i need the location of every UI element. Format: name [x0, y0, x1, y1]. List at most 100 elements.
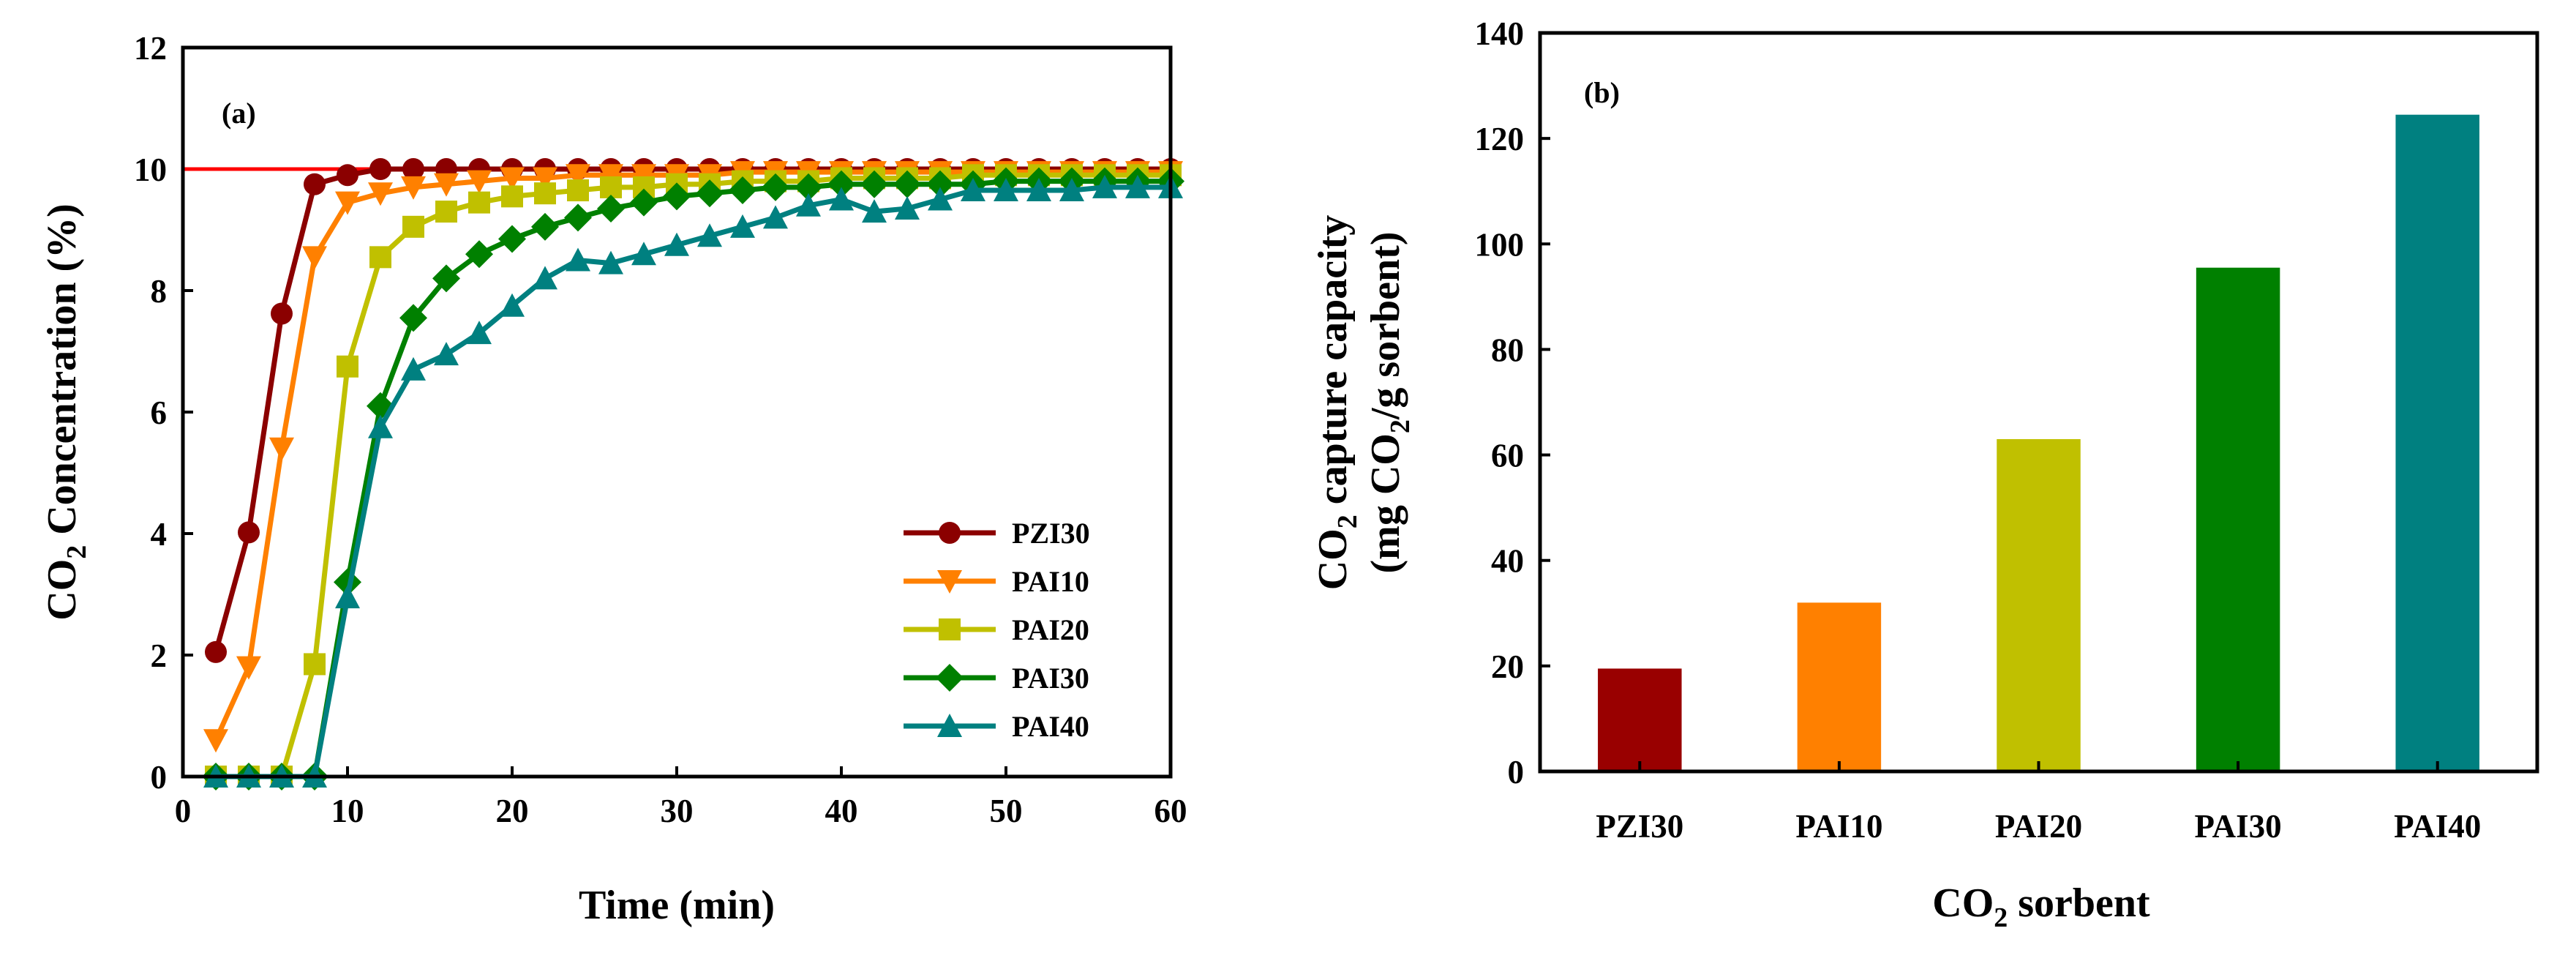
- data-point: [566, 247, 590, 272]
- data-point: [334, 568, 361, 597]
- data-point: [335, 191, 360, 215]
- data-point: [697, 223, 722, 247]
- data-point: [501, 185, 523, 208]
- series-pai40: [203, 174, 1183, 788]
- panel-label: (b): [1584, 76, 1620, 109]
- y-axis-label-sub: 2: [61, 545, 92, 559]
- data-point: [335, 585, 360, 609]
- bar-pai10: [1797, 602, 1882, 771]
- data-point: [369, 158, 391, 180]
- data-point: [762, 173, 789, 201]
- data-point: [795, 173, 822, 201]
- y-axis-label: CO2 Concentration (%): [40, 203, 92, 621]
- data-point: [961, 178, 985, 202]
- y-tick-label: 12: [134, 30, 167, 67]
- x-axis-label: CO2 sorbent: [1932, 880, 2150, 933]
- y-axis-label-line1: CO2 capture capacity: [1310, 215, 1363, 591]
- y-axis-label-line1-sub: 2: [1332, 515, 1363, 528]
- series-group: [202, 158, 1184, 790]
- data-point: [564, 203, 592, 232]
- category-label: PZI30: [1596, 808, 1683, 845]
- data-point: [465, 240, 493, 269]
- data-point: [1026, 178, 1051, 202]
- x-axis-label-pre: CO: [1932, 880, 1994, 926]
- bar-pzi30: [1598, 668, 1682, 771]
- legend-label: PAI20: [1012, 613, 1089, 646]
- x-tick-label: 40: [825, 793, 858, 829]
- data-point: [829, 187, 854, 211]
- y-tick-group: 0 20 40 60 80 100 120 140: [1475, 15, 1550, 790]
- x-tick-group: 0 10 20 30 40 50 60: [175, 766, 1187, 829]
- data-point: [467, 321, 492, 345]
- data-point: [498, 225, 526, 253]
- y-axis-label-line2: (mg CO2/g sorbent): [1363, 232, 1416, 574]
- y-axis-label-line1-pre: CO: [1310, 528, 1356, 590]
- data-point: [598, 250, 623, 274]
- data-point: [534, 182, 556, 205]
- data-point: [630, 188, 658, 217]
- data-point: [597, 194, 625, 223]
- data-point: [895, 195, 920, 220]
- legend-label: PAI10: [1012, 565, 1089, 598]
- bar-pai20: [1997, 438, 2081, 771]
- y-tick-label: 80: [1491, 332, 1524, 368]
- data-point: [598, 164, 623, 188]
- data-point: [468, 191, 490, 214]
- data-point: [434, 342, 459, 366]
- data-point: [368, 182, 393, 206]
- x-tick-label: 20: [496, 793, 529, 829]
- data-point: [368, 414, 393, 438]
- legend: PZI30 PAI10 PAI20 PAI30 PAI40: [904, 517, 1090, 743]
- data-point: [337, 355, 358, 378]
- data-point: [696, 179, 724, 208]
- y-tick-label: 120: [1475, 121, 1525, 157]
- data-point: [730, 214, 755, 238]
- data-point: [337, 164, 358, 187]
- y-axis-label-post: Concentration (%): [40, 203, 85, 545]
- y-axis-label-line1-post: capture capacity: [1310, 215, 1356, 515]
- data-point: [304, 653, 326, 676]
- panel-label: (a): [222, 97, 256, 130]
- y-tick-label: 0: [151, 759, 168, 796]
- data-point: [926, 170, 954, 198]
- data-point: [729, 176, 756, 205]
- data-point: [631, 242, 656, 266]
- y-axis-label-line2-post: /g sorbent): [1363, 232, 1408, 421]
- y-tick-label: 8: [151, 273, 168, 310]
- y-tick-label: 60: [1491, 438, 1524, 474]
- legend-swatch-marker: [939, 618, 961, 640]
- data-point: [467, 170, 492, 194]
- bar-pai30: [2196, 267, 2280, 771]
- category-label: PAI20: [1995, 808, 2082, 845]
- plot-frame: [181, 45, 1173, 779]
- legend-item: PAI40: [904, 710, 1089, 743]
- legend-item: PAI20: [904, 613, 1089, 646]
- plot-frame: [1538, 31, 2539, 774]
- x-tick-label: 50: [990, 793, 1023, 829]
- y-tick-label: 6: [151, 395, 168, 431]
- data-point: [500, 293, 525, 317]
- legend-item: PAI10: [904, 565, 1089, 598]
- legend-swatch-marker: [939, 522, 961, 544]
- data-point: [269, 437, 294, 461]
- x-axis-label-post: sorbent: [2008, 880, 2150, 926]
- data-point: [435, 201, 457, 223]
- data-point: [500, 167, 525, 191]
- data-point: [236, 656, 261, 680]
- category-label: PAI40: [2394, 808, 2481, 845]
- bar-pai40: [2395, 114, 2479, 772]
- bar-group: [1598, 114, 2479, 772]
- data-point: [631, 164, 656, 188]
- data-point: [893, 170, 921, 198]
- legend-swatch-marker: [937, 570, 962, 594]
- data-point: [402, 158, 424, 180]
- y-tick-label: 20: [1491, 648, 1524, 685]
- series-line: [213, 169, 1171, 741]
- category-label-group: PZI30 PAI10 PAI20 PAI30 PAI40: [1596, 761, 2481, 845]
- legend-swatch-marker: [937, 714, 962, 737]
- series-pai30: [202, 167, 1184, 790]
- legend-swatch-marker: [936, 664, 964, 692]
- legend-item: PZI30: [904, 517, 1090, 550]
- y-tick-label: 2: [151, 637, 168, 674]
- y-tick-label: 0: [1508, 754, 1525, 790]
